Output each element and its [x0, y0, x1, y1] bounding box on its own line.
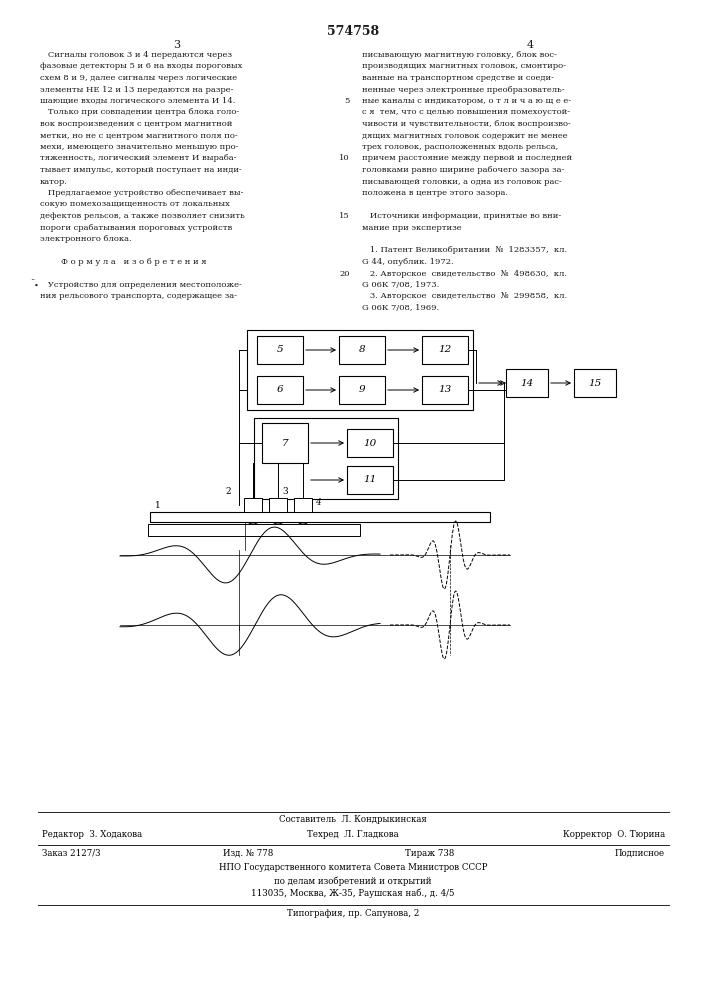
- Bar: [148, 524, 360, 536]
- Text: 12: 12: [438, 346, 452, 355]
- Bar: [339, 336, 385, 364]
- Text: положена в центре этого зазора.: положена в центре этого зазора.: [362, 189, 508, 197]
- Text: 113035, Москва, Ж-35, Раушская наб., д. 4/5: 113035, Москва, Ж-35, Раушская наб., д. …: [251, 889, 455, 898]
- Text: Сигналы головок 3 и 4 передаются через: Сигналы головок 3 и 4 передаются через: [40, 51, 232, 59]
- Bar: [506, 369, 548, 397]
- Text: 9: 9: [358, 385, 366, 394]
- Text: 7: 7: [281, 438, 288, 448]
- Text: 6: 6: [276, 385, 284, 394]
- Text: Типография, пр. Сапунова, 2: Типография, пр. Сапунова, 2: [287, 909, 419, 918]
- Bar: [257, 376, 303, 404]
- Bar: [257, 336, 303, 364]
- Text: сокую помехозащищенность от локальных: сокую помехозащищенность от локальных: [40, 200, 230, 209]
- Text: •: •: [34, 282, 39, 290]
- Bar: [247, 330, 473, 410]
- Bar: [347, 429, 393, 457]
- Text: G 44, опублик. 1972.: G 44, опублик. 1972.: [362, 258, 454, 266]
- Bar: [339, 376, 385, 404]
- Text: тывает импульс, который поступает на инди-: тывает импульс, который поступает на инд…: [40, 166, 242, 174]
- Text: Техред  Л. Гладкова: Техред Л. Гладкова: [307, 830, 399, 839]
- Text: писывающую магнитную головку, блок вос-: писывающую магнитную головку, блок вос-: [362, 51, 557, 59]
- Text: Тираж 738: Тираж 738: [405, 849, 455, 858]
- Text: шающие входы логического элемента И 14.: шающие входы логического элемента И 14.: [40, 97, 235, 105]
- Text: 15: 15: [339, 212, 350, 220]
- Bar: [574, 369, 616, 397]
- Text: 4: 4: [315, 498, 321, 507]
- Text: 3: 3: [173, 40, 180, 50]
- Text: 15: 15: [588, 378, 602, 387]
- Text: метки, но не с центром магнитного поля по-: метки, но не с центром магнитного поля п…: [40, 131, 238, 139]
- Ellipse shape: [247, 523, 259, 531]
- Text: элементы НЕ 12 и 13 передаются на разре-: элементы НЕ 12 и 13 передаются на разре-: [40, 86, 233, 94]
- Text: Только при совпадении центра блока голо-: Только при совпадении центра блока голо-: [40, 108, 239, 116]
- Text: дефектов рельсов, а также позволяет снизить: дефектов рельсов, а также позволяет сниз…: [40, 212, 245, 220]
- Text: Составитель  Л. Кондрыкинская: Составитель Л. Кондрыкинская: [279, 815, 427, 824]
- Text: производящих магнитных головок, смонтиро-: производящих магнитных головок, смонтиро…: [362, 62, 566, 70]
- Bar: [269, 498, 287, 512]
- Text: G 06К 7/08, 1969.: G 06К 7/08, 1969.: [362, 304, 439, 312]
- Bar: [244, 498, 262, 512]
- Text: 574758: 574758: [327, 25, 379, 38]
- Text: ные каналы с индикатором, о т л и ч а ю щ е е-: ные каналы с индикатором, о т л и ч а ю …: [362, 97, 571, 105]
- Text: Ф о р м у л а   и з о б р е т е н и я: Ф о р м у л а и з о б р е т е н и я: [40, 258, 206, 266]
- Text: вок воспроизведения с центром магнитной: вок воспроизведения с центром магнитной: [40, 120, 233, 128]
- Text: тяженность, логический элемент И выраба-: тяженность, логический элемент И выраба-: [40, 154, 237, 162]
- Text: Предлагаемое устройство обеспечивает вы-: Предлагаемое устройство обеспечивает вы-: [40, 189, 243, 197]
- Text: G 06К 7/08, 1973.: G 06К 7/08, 1973.: [362, 281, 439, 289]
- Ellipse shape: [297, 523, 309, 531]
- Text: ..: ..: [30, 274, 35, 282]
- Ellipse shape: [272, 523, 284, 531]
- Text: катор.: катор.: [40, 178, 68, 186]
- Text: 8: 8: [358, 346, 366, 355]
- Text: пороги срабатывания пороговых устройств: пороги срабатывания пороговых устройств: [40, 224, 233, 232]
- Text: мехи, имеющего значительно меньшую про-: мехи, имеющего значительно меньшую про-: [40, 143, 238, 151]
- Text: причем расстояние между первой и последней: причем расстояние между первой и последн…: [362, 154, 572, 162]
- Text: Подписное: Подписное: [615, 849, 665, 858]
- Text: 2. Авторское  свидетельство  №  498630,  кл.: 2. Авторское свидетельство № 498630, кл.: [362, 269, 567, 277]
- Text: дящих магнитных головок содержит не менее: дящих магнитных головок содержит не мене…: [362, 131, 568, 139]
- Text: Редактор  З. Ходакова: Редактор З. Ходакова: [42, 830, 142, 839]
- Text: трех головок, расположенных вдоль рельса,: трех головок, расположенных вдоль рельса…: [362, 143, 558, 151]
- Text: 11: 11: [363, 476, 377, 485]
- Text: схем 8 и 9, далее сигналы через логические: схем 8 и 9, далее сигналы через логическ…: [40, 74, 237, 82]
- Text: головками равно ширине рабочего зазора за-: головками равно ширине рабочего зазора з…: [362, 166, 564, 174]
- Bar: [422, 376, 468, 404]
- Text: 5: 5: [344, 97, 350, 105]
- Text: 14: 14: [520, 378, 534, 387]
- Text: Заказ 2127/3: Заказ 2127/3: [42, 849, 100, 858]
- Text: Устройство для определения местоположе-: Устройство для определения местоположе-: [40, 281, 242, 289]
- Bar: [254, 418, 398, 499]
- Text: Корректор  О. Тюрина: Корректор О. Тюрина: [563, 830, 665, 839]
- Bar: [294, 498, 312, 512]
- Text: 3. Авторское  свидетельство  №  299858,  кл.: 3. Авторское свидетельство № 299858, кл.: [362, 292, 567, 300]
- Text: чивости и чувствительности, блок воспроизво-: чивости и чувствительности, блок воспрои…: [362, 120, 571, 128]
- Text: по делам изобретений и открытий: по делам изобретений и открытий: [274, 876, 432, 886]
- Text: электронного блока.: электронного блока.: [40, 235, 132, 243]
- Text: 10: 10: [339, 154, 350, 162]
- Text: 2: 2: [226, 487, 230, 496]
- Text: писывающей головки, а одна из головок рас-: писывающей головки, а одна из головок ра…: [362, 178, 562, 186]
- Text: 10: 10: [363, 438, 377, 448]
- Bar: [150, 512, 490, 522]
- Text: 5: 5: [276, 346, 284, 355]
- Bar: [262, 423, 308, 463]
- Text: мание при экспертизе: мание при экспертизе: [362, 224, 462, 232]
- Text: Изд. № 778: Изд. № 778: [223, 849, 273, 858]
- Text: фазовые детекторы 5 и 6 на входы пороговых: фазовые детекторы 5 и 6 на входы порогов…: [40, 62, 243, 70]
- Text: 4: 4: [527, 40, 534, 50]
- Text: 20: 20: [339, 269, 350, 277]
- Text: с я  тем, что с целью повышения помехоустой-: с я тем, что с целью повышения помехоуст…: [362, 108, 570, 116]
- Text: 3: 3: [282, 487, 288, 496]
- Text: Источники информации, принятые во вни-: Источники информации, принятые во вни-: [362, 212, 561, 220]
- Text: НПО Государственного комитета Совета Министров СССР: НПО Государственного комитета Совета Мин…: [218, 863, 487, 872]
- Bar: [422, 336, 468, 364]
- Text: ния рельсового транспорта, содержащее за-: ния рельсового транспорта, содержащее за…: [40, 292, 237, 300]
- Bar: [347, 466, 393, 494]
- Text: ванные на транспортном средстве и соеди-: ванные на транспортном средстве и соеди-: [362, 74, 554, 82]
- Text: 1: 1: [155, 501, 161, 510]
- Text: 1. Патент Великобритании  №  1283357,  кл.: 1. Патент Великобритании № 1283357, кл.: [362, 246, 567, 254]
- Text: 13: 13: [438, 385, 452, 394]
- Text: ненные через электронные преобразователь-: ненные через электронные преобразователь…: [362, 86, 565, 94]
